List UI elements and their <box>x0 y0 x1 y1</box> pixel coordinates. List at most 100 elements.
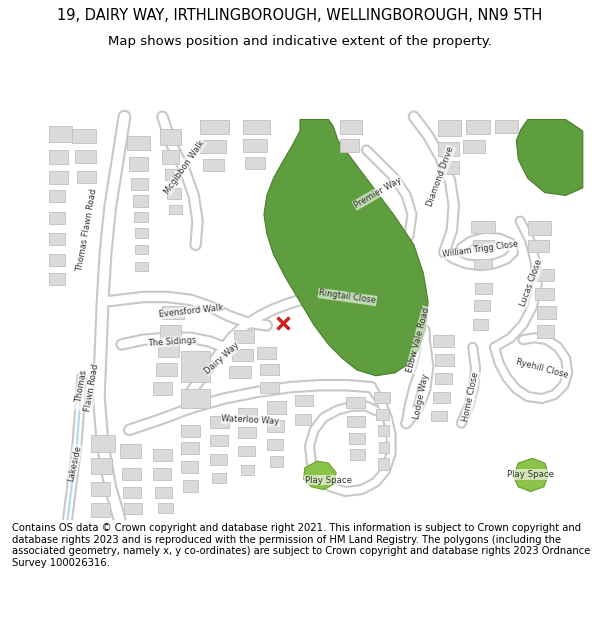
Polygon shape <box>183 480 199 491</box>
Text: Map shows position and indicative extent of the property.: Map shows position and indicative extent… <box>108 35 492 48</box>
Polygon shape <box>134 212 148 222</box>
Polygon shape <box>119 444 140 458</box>
Polygon shape <box>473 240 494 251</box>
Text: Premier Way: Premier Way <box>352 176 403 210</box>
Text: 19, DAIRY WAY, IRTHLINGBOROUGH, WELLINGBOROUGH, NN9 5TH: 19, DAIRY WAY, IRTHLINGBOROUGH, WELLINGB… <box>58 8 542 23</box>
Polygon shape <box>537 326 554 338</box>
Polygon shape <box>245 158 265 169</box>
Polygon shape <box>238 408 257 421</box>
Text: The Sidings: The Sidings <box>147 336 197 348</box>
Polygon shape <box>346 397 365 408</box>
Polygon shape <box>376 409 389 421</box>
Polygon shape <box>91 482 110 496</box>
Polygon shape <box>437 119 461 136</box>
Text: Ryehill Close: Ryehill Close <box>515 357 569 379</box>
Polygon shape <box>304 461 336 489</box>
Polygon shape <box>122 487 140 498</box>
Text: Lakeside: Lakeside <box>66 444 82 482</box>
Polygon shape <box>267 439 283 450</box>
Polygon shape <box>260 382 279 393</box>
Text: Lodge Way: Lodge Way <box>412 373 431 420</box>
Polygon shape <box>124 503 142 514</box>
Polygon shape <box>49 126 72 142</box>
Polygon shape <box>49 273 65 284</box>
Polygon shape <box>156 363 176 376</box>
Polygon shape <box>153 449 172 461</box>
Text: Contains OS data © Crown copyright and database right 2021. This information is : Contains OS data © Crown copyright and d… <box>12 523 590 568</box>
Polygon shape <box>49 212 65 224</box>
Polygon shape <box>160 326 181 338</box>
Polygon shape <box>210 416 229 428</box>
Polygon shape <box>49 233 65 245</box>
Polygon shape <box>435 373 452 384</box>
Polygon shape <box>473 300 490 311</box>
Text: Diamond Drive: Diamond Drive <box>425 145 455 208</box>
Text: Play Space: Play Space <box>305 476 352 484</box>
Polygon shape <box>232 349 253 361</box>
Polygon shape <box>49 150 67 164</box>
Polygon shape <box>210 434 228 446</box>
Polygon shape <box>440 161 460 174</box>
Polygon shape <box>212 472 226 483</box>
Text: Dairy Way: Dairy Way <box>203 341 241 376</box>
Polygon shape <box>160 129 181 145</box>
Polygon shape <box>374 392 390 403</box>
Polygon shape <box>238 427 256 438</box>
Polygon shape <box>494 119 518 133</box>
Polygon shape <box>347 416 365 427</box>
Polygon shape <box>153 468 171 480</box>
Polygon shape <box>75 150 96 163</box>
Polygon shape <box>431 411 447 421</box>
Polygon shape <box>131 178 148 190</box>
Polygon shape <box>379 442 389 452</box>
Polygon shape <box>437 142 460 156</box>
Text: Play Space: Play Space <box>507 470 554 479</box>
Polygon shape <box>473 319 488 330</box>
Polygon shape <box>163 150 179 164</box>
Polygon shape <box>72 129 96 143</box>
Polygon shape <box>435 354 454 366</box>
Polygon shape <box>153 382 172 395</box>
Polygon shape <box>471 221 494 233</box>
Polygon shape <box>233 330 254 342</box>
Polygon shape <box>433 392 450 403</box>
Polygon shape <box>340 139 359 152</box>
Polygon shape <box>91 503 110 517</box>
Polygon shape <box>181 425 200 438</box>
Polygon shape <box>91 434 115 452</box>
Polygon shape <box>243 139 267 152</box>
Polygon shape <box>340 119 362 134</box>
Polygon shape <box>260 364 279 375</box>
Text: Thomas Flawn Road: Thomas Flawn Road <box>75 188 98 272</box>
Polygon shape <box>267 421 284 432</box>
Polygon shape <box>91 458 112 474</box>
Polygon shape <box>122 468 140 480</box>
Polygon shape <box>514 458 548 491</box>
Polygon shape <box>200 141 226 152</box>
Polygon shape <box>135 262 148 271</box>
Polygon shape <box>203 159 224 171</box>
Polygon shape <box>181 442 199 454</box>
Polygon shape <box>269 456 283 467</box>
Polygon shape <box>181 351 210 382</box>
Polygon shape <box>135 228 148 238</box>
Polygon shape <box>158 344 179 357</box>
Polygon shape <box>528 240 548 252</box>
Polygon shape <box>433 335 454 348</box>
Polygon shape <box>350 449 365 460</box>
Polygon shape <box>158 503 173 513</box>
Polygon shape <box>241 465 254 476</box>
Polygon shape <box>163 306 184 319</box>
Polygon shape <box>378 425 389 436</box>
Text: Ebbw Vale Road: Ebbw Vale Road <box>406 306 431 373</box>
Polygon shape <box>181 461 199 472</box>
Polygon shape <box>463 141 485 152</box>
Text: Thomas
Flawn Road: Thomas Flawn Road <box>73 362 100 413</box>
Polygon shape <box>155 487 172 498</box>
Polygon shape <box>133 196 148 207</box>
Polygon shape <box>264 119 428 376</box>
Polygon shape <box>349 432 365 444</box>
Polygon shape <box>200 119 229 134</box>
Text: Ringtail Close: Ringtail Close <box>318 289 377 306</box>
Polygon shape <box>533 269 554 281</box>
